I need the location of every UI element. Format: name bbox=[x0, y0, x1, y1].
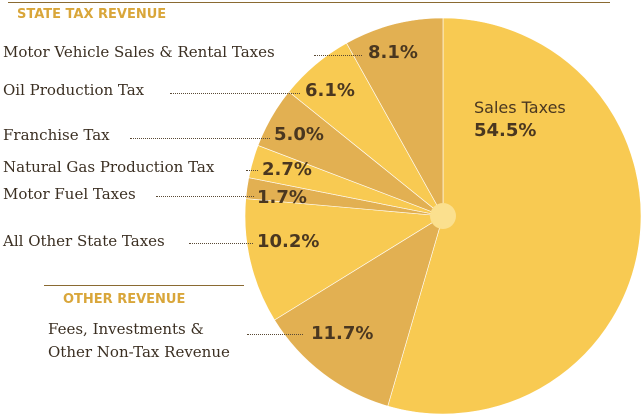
label-fees-line2: Other Non-Tax Revenue bbox=[48, 343, 230, 361]
slice-all-other bbox=[244, 198, 444, 321]
slice-sales-taxes bbox=[387, 17, 642, 414]
label-franchise: Franchise Tax bbox=[3, 126, 110, 144]
section-title-other: OTHER REVENUE bbox=[63, 292, 186, 307]
leader-motor-fuel bbox=[156, 196, 254, 197]
leader-oil bbox=[170, 93, 300, 94]
leader-motor-vehicle bbox=[314, 55, 362, 56]
label-motor-vehicle: Motor Vehicle Sales & Rental Taxes bbox=[3, 43, 275, 61]
pct-oil: 6.1% bbox=[305, 80, 355, 101]
section-rule-other bbox=[44, 285, 244, 286]
leader-franchise bbox=[130, 138, 270, 139]
pct-franchise: 5.0% bbox=[274, 124, 324, 145]
pct-natural-gas: 2.7% bbox=[262, 159, 312, 180]
pct-fees: 11.7% bbox=[311, 323, 373, 344]
label-all-other: All Other State Taxes bbox=[3, 232, 165, 250]
pct-motor-vehicle: 8.1% bbox=[368, 42, 418, 63]
pct-sales-taxes: 54.5% bbox=[474, 120, 536, 141]
pct-motor-fuel: 1.7% bbox=[257, 187, 307, 208]
leader-fees bbox=[247, 334, 303, 335]
center-dot bbox=[430, 203, 456, 229]
pie-slices bbox=[244, 17, 642, 414]
pct-all-other: 10.2% bbox=[257, 231, 319, 252]
section-title-state-tax: STATE TAX REVENUE bbox=[17, 7, 167, 22]
label-natural-gas: Natural Gas Production Tax bbox=[3, 158, 215, 176]
leader-all-other bbox=[189, 243, 253, 244]
label-oil: Oil Production Tax bbox=[3, 81, 145, 99]
label-sales-taxes: Sales Taxes bbox=[474, 98, 566, 117]
slice-fees bbox=[274, 215, 444, 407]
slice-motor-vehicle bbox=[346, 17, 444, 218]
label-fees: Fees, Investments & Other Non-Tax Revenu… bbox=[48, 318, 230, 364]
label-motor-fuel: Motor Fuel Taxes bbox=[3, 185, 136, 203]
label-fees-line1: Fees, Investments & bbox=[48, 320, 204, 338]
section-rule-top bbox=[8, 2, 610, 3]
leader-natural-gas bbox=[246, 170, 258, 171]
